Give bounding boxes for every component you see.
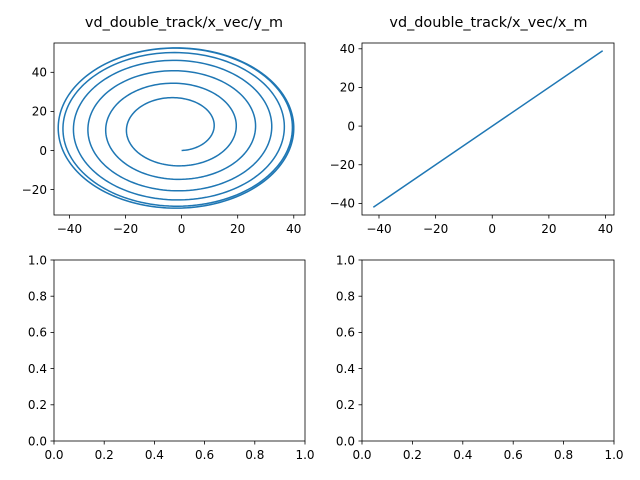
- x-tick-label: 40: [286, 222, 301, 236]
- subplot-bottom-left: 0.0 0.2 0.4 0.6 0.8 1.0 0.0 0.2 0.4 0.6 0.8 1.0: [28, 253, 315, 462]
- x-tick-label: −40: [57, 222, 82, 236]
- y-tick-label: 0.8: [28, 290, 47, 304]
- x-tick-label: 0.0: [44, 448, 63, 462]
- x-tick-label: 0.6: [504, 448, 523, 462]
- x-tick-label: 1.0: [604, 448, 623, 462]
- subplot-top-left: vd_double_track/x_vec/y_m −40 −20 0 20 40 −20…: [22, 15, 306, 236]
- y-tick-label: 1.0: [28, 253, 47, 267]
- chart-title: vd_double_track/x_vec/x_m: [389, 15, 587, 31]
- x-tick-label: 0.8: [245, 448, 264, 462]
- y-tick-label: 40: [340, 42, 355, 56]
- y-tick-label: 0.4: [28, 362, 47, 376]
- y-tick-label: 0.0: [336, 434, 355, 448]
- y-tick-label: 0.2: [28, 398, 47, 412]
- axes-frame: [361, 259, 615, 442]
- y-tick-label: 0.4: [336, 362, 355, 376]
- y-tick-label: 20: [32, 105, 47, 119]
- x-tick-label: −20: [113, 222, 138, 236]
- x-tick-label: 0.4: [145, 448, 164, 462]
- y-tick-label: 40: [32, 66, 47, 80]
- y-tick-label: 0.6: [28, 326, 47, 340]
- x-tick-label: −20: [423, 222, 448, 236]
- axes-frame: [53, 259, 306, 442]
- x-tick-label: 0.8: [554, 448, 573, 462]
- x-tick-label: 0.6: [195, 448, 214, 462]
- x-tick-label: 0.2: [403, 448, 422, 462]
- y-tick-label: 1.0: [336, 253, 355, 267]
- x-tick-label: 20: [541, 222, 556, 236]
- y-tick-label: −20: [22, 183, 47, 197]
- y-tick-label: 20: [340, 81, 355, 95]
- y-tick-label: 0: [347, 119, 355, 133]
- series-line: [57, 47, 295, 209]
- y-tick-label: 0.2: [336, 398, 355, 412]
- subplot-bottom-right: 0.0 0.2 0.4 0.6 0.8 1.0 0.0 0.2 0.4 0.6 0.8 1.0: [336, 253, 624, 462]
- subplot-top-right: vd_double_track/x_vec/x_m −40 −20 0 20 40 −40…: [330, 15, 615, 236]
- x-tick-label: −40: [366, 222, 391, 236]
- y-tick-label: 0.8: [336, 290, 355, 304]
- x-tick-label: 40: [598, 222, 613, 236]
- x-tick-label: 1.0: [295, 448, 314, 462]
- axes-frame: [53, 42, 306, 216]
- y-tick-label: 0.6: [336, 326, 355, 340]
- y-tick-label: 0.0: [28, 434, 47, 448]
- x-tick-label: 0.2: [95, 448, 114, 462]
- x-tick-label: 0: [488, 222, 496, 236]
- y-tick-label: 0: [39, 144, 47, 158]
- axes-frame: [361, 42, 615, 216]
- series-line: [372, 50, 604, 208]
- x-tick-label: 0.0: [352, 448, 371, 462]
- chart-title: vd_double_track/x_vec/y_m: [85, 15, 283, 31]
- x-tick-label: 0.4: [453, 448, 472, 462]
- y-tick-label: −40: [330, 197, 355, 211]
- y-tick-label: −20: [330, 158, 355, 172]
- x-tick-label: 0: [178, 222, 186, 236]
- x-tick-label: 20: [230, 222, 245, 236]
